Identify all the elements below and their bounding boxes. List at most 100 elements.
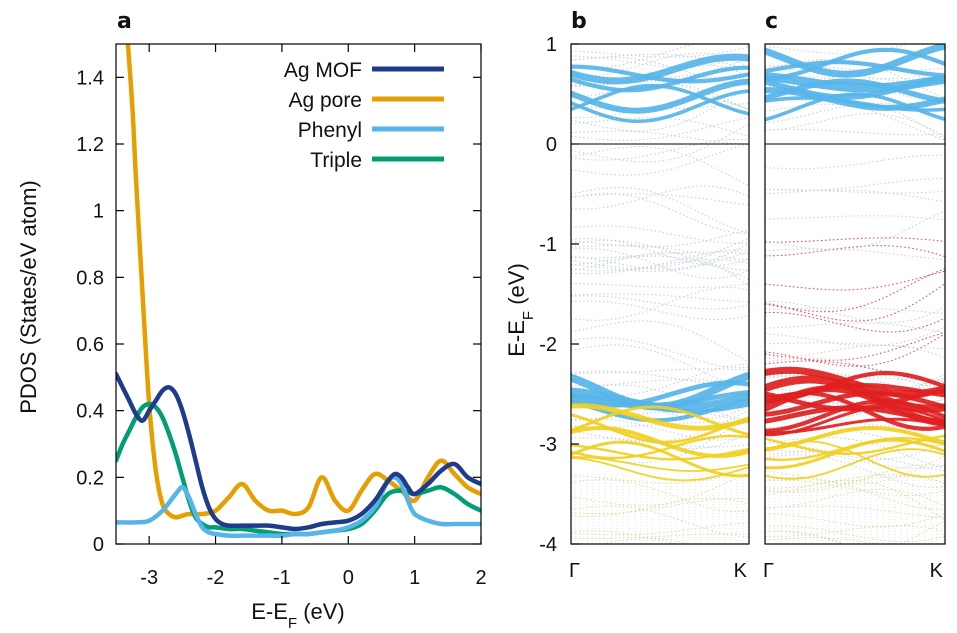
y-tick-label: 0.4 [76, 401, 104, 423]
band-y-tick-label: -1 [539, 234, 557, 256]
fat-band [765, 399, 945, 433]
fat-band [571, 89, 749, 124]
band-line [765, 436, 945, 470]
pdos-x-axis-title: E-EF (eV) [251, 599, 345, 632]
x-tick-label: -2 [207, 567, 225, 589]
band-line [571, 530, 680, 544]
band-line [571, 497, 749, 517]
band-line [571, 479, 749, 513]
band-line [571, 229, 749, 248]
band-line [765, 464, 945, 493]
band-line [571, 293, 749, 303]
fat-band [765, 417, 945, 435]
fat-band [571, 53, 749, 85]
band-line [571, 239, 749, 271]
band-line [765, 454, 945, 485]
fat-band [765, 438, 945, 470]
band-line [765, 237, 945, 243]
band-y-tick-label: 0 [546, 134, 557, 156]
band-y-tick-label: 1 [546, 34, 557, 56]
legend-label: Triple [310, 149, 362, 172]
fat-band [571, 380, 749, 408]
fat-band [765, 60, 945, 78]
fat-band [765, 448, 945, 480]
band-y-tick-label: -3 [539, 434, 557, 456]
band-line [571, 505, 749, 538]
band-line [765, 322, 945, 334]
band-line [571, 471, 749, 507]
fat-band [571, 78, 749, 114]
band-line [571, 522, 749, 536]
band-line [571, 282, 749, 289]
panel-letter-a: a [117, 9, 132, 34]
band-line [571, 391, 749, 420]
band-line [571, 258, 749, 275]
band-line [765, 44, 909, 55]
band-line [571, 251, 749, 259]
band-line [571, 337, 749, 369]
band-line [571, 497, 749, 515]
band-line [571, 46, 749, 58]
band-line [571, 286, 749, 321]
series-line-ag-pore [125, 44, 481, 520]
band-line [765, 525, 945, 537]
fat-band [571, 405, 749, 437]
band-line [765, 210, 945, 251]
band-line [765, 76, 945, 103]
pdos-chart: -3 -2 -1 0 1 2 0 0.2 0.4 0.6 0.8 1 1.2 1.4 Ag MOF Ag p… [16, 43, 487, 632]
k-point-label: K [930, 560, 944, 582]
band-line [571, 250, 749, 272]
gamma-point-label: Γ [763, 560, 774, 582]
y-tick-label: 0.8 [76, 267, 104, 289]
fat-band [571, 456, 749, 472]
gamma-point-label: Γ [569, 560, 580, 582]
pdos-axis-ticks: -3 -2 -1 0 1 2 0 0.2 0.4 0.6 0.8 1 1.2 1.4 [76, 44, 487, 589]
pdos-plot-frame [115, 43, 482, 545]
band-line [765, 326, 945, 347]
x-tick-label: 2 [475, 567, 486, 589]
y-tick-label: 0.6 [76, 334, 104, 356]
band-line [571, 300, 749, 321]
fat-band [571, 425, 749, 459]
band-line [765, 300, 945, 324]
band-line [571, 469, 749, 484]
band-line [765, 270, 945, 291]
band-line [765, 488, 945, 509]
fat-band [571, 444, 749, 461]
band-line [571, 368, 749, 374]
pdos-y-axis-title: PDOS (States/eV atom) [16, 180, 41, 414]
band-y-tick-label: -2 [539, 334, 557, 356]
band-line [765, 342, 945, 350]
band-line [571, 53, 749, 68]
band-line [765, 307, 945, 315]
band-line [571, 244, 749, 261]
band-line [765, 189, 945, 203]
band-line [571, 533, 749, 539]
fat-band [765, 92, 945, 122]
fat-band [765, 440, 945, 478]
band-line [765, 268, 945, 313]
band-line [571, 185, 749, 210]
band-line [571, 247, 749, 279]
band-line [765, 215, 945, 221]
fat-band [571, 398, 749, 423]
band-lines-c [765, 44, 945, 544]
band-line [765, 479, 945, 521]
legend-label: Ag pore [288, 89, 362, 112]
band-line [571, 320, 749, 363]
band-line [765, 525, 945, 543]
fat-band [765, 87, 945, 111]
panel-letter-b: b [571, 9, 587, 34]
band-line [571, 225, 749, 244]
band-line [571, 123, 749, 163]
band-line [765, 530, 846, 544]
band-line [765, 331, 945, 361]
fat-band [571, 83, 749, 116]
legend-label: Phenyl [298, 119, 362, 142]
series-line-phenyl [116, 474, 481, 539]
band-line [765, 248, 945, 261]
band-line [571, 384, 749, 422]
band-line [765, 479, 945, 496]
